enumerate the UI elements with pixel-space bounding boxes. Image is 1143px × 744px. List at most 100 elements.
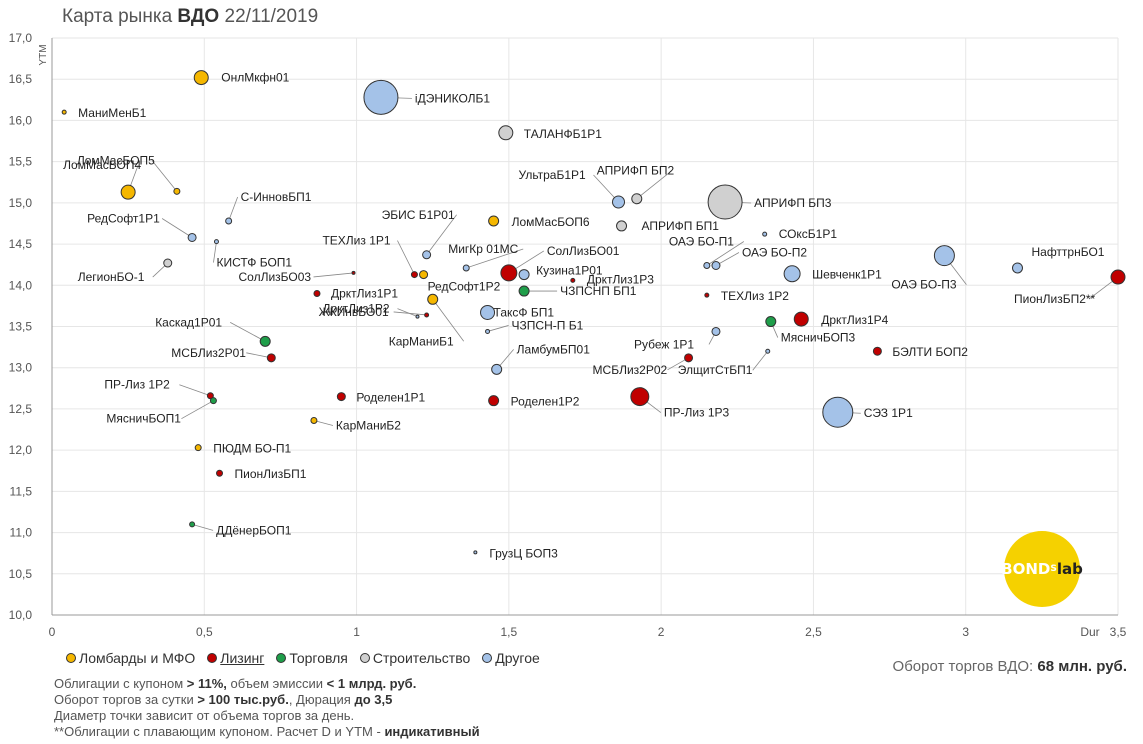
leader-line [161,218,193,238]
data-point [173,187,181,195]
point-label: ОАЭ БО-П3 [891,278,956,292]
point-label: ДрктЛиз1Р3 [587,272,654,286]
point-label: ПионЛизБП2** [1014,292,1096,306]
point-label: СолЛизБО01 [547,244,620,258]
title-date: 22/11/2019 [224,6,319,27]
data-point [336,392,346,402]
leader-line [191,523,214,531]
point-label: УльтраБ1Р1 [519,168,587,182]
point-label: АПРИФП БП2 [597,164,675,178]
point-label: БЭЛТИ БОП2 [892,345,968,359]
data-point [120,184,136,200]
chart-title: Карта рынка ВДО 22/11/2019 [62,6,318,28]
data-point [363,79,399,115]
point-label: ЧЗПСН-П Б1 [512,318,584,332]
data-point [491,363,503,375]
point-label: СОксБ1Р1 [779,227,838,241]
axes: 10,010,511,011,512,012,513,013,514,014,5… [9,31,1127,639]
data-point [612,195,626,209]
y-axis-title: YTM [38,44,49,65]
data-point [1011,262,1023,274]
data-point [872,346,882,356]
data-point [313,290,321,298]
data-point [711,326,721,336]
data-point [189,521,196,528]
legend-item: Ломбарды и МФО [66,650,195,666]
data-point [213,239,219,245]
data-point [419,270,429,280]
x-tick-label: 2 [658,625,665,639]
leader-line [213,241,217,263]
scatter-chart: 10,010,511,011,512,012,513,013,514,014,5… [9,31,1127,639]
leader-line [706,241,745,266]
data-point [762,231,768,237]
leader-line [636,170,673,200]
data-point [765,348,771,354]
data-point [783,265,801,283]
y-tick-label: 16,5 [9,72,33,86]
data-point [631,193,643,205]
point-label: РедСофт1Р1 [87,211,160,225]
data-point [216,469,224,477]
leader-line [228,196,239,222]
legend-swatch [276,653,287,663]
turnover-note: Оборот торгов ВДО: 68 млн. руб. [893,658,1127,675]
point-label: ПионЛизБП1 [235,467,307,481]
data-point [793,311,809,327]
point-label: ГрузЦ БОП3 [489,546,558,560]
data-point [500,264,518,282]
data-point [488,395,500,407]
note-line-4: **Облигации с плавающим купоном. Расчет … [54,724,480,739]
legend-swatch [359,653,370,663]
x-tick-label: 3,5 [1110,625,1127,639]
legend: Ломбарды и МФО Лизинг Торговля Строительств… [66,650,540,666]
point-label: ДДёнерБОП1 [216,523,292,537]
x-tick-label: 1 [353,625,360,639]
leader-line [752,350,769,371]
data-point [424,312,430,318]
y-tick-label: 16,0 [9,113,33,127]
point-label: ДрктЛиз1Р1 [331,287,398,301]
leader-line [487,325,509,332]
data-point [225,217,233,225]
data-point [259,335,271,347]
data-point [206,392,214,400]
point-label: СЭЗ 1Р1 [864,406,913,420]
y-tick-label: 11,5 [10,484,33,498]
leader-line [151,160,178,192]
point-label: СолЛизБО03 [239,270,312,284]
data-point [630,387,650,407]
legend-label: Лизинг [220,650,265,666]
point-label: Кузина1Р01 [536,264,603,278]
point-label: ПР-Лиз 1Р3 [664,406,730,420]
note-line-2: Оборот торгов за сутки > 100 тыс.руб., Д… [54,692,393,707]
data-point [703,262,711,270]
leader-line [393,311,427,316]
data-point [765,316,777,328]
point-label: КарМаниБ1 [389,334,454,348]
point-label: ЛегионБО-1 [78,270,145,284]
point-label: ОАЭ БО-П2 [742,246,807,260]
point-label: ЭлщитСтБП1 [678,363,753,377]
data-point [488,215,500,227]
data-point [1110,269,1126,285]
data-point [684,353,694,363]
leader-lines [127,96,1119,531]
leader-line [230,321,266,342]
x-tick-label: 1,5 [501,625,518,639]
point-label: ОнлМкфн01 [221,71,289,85]
title-prefix: Карта рынка [62,6,173,27]
data-point [518,285,530,297]
point-label: АПРИФП БП1 [642,219,720,233]
point-label: ЛамбумБП01 [517,342,591,356]
data-point [351,270,356,275]
point-label: Каскад1Р01 [155,315,222,329]
x-tick-label: 0 [49,625,56,639]
legend-swatch [66,653,76,663]
y-tick-label: 12,5 [9,402,33,416]
legend-label: Строительство [372,650,471,666]
leader-line [181,400,214,420]
point-label: iДЭНИКОЛБ1 [415,91,491,105]
point-label: МСБЛиз2Р01 [171,346,246,360]
